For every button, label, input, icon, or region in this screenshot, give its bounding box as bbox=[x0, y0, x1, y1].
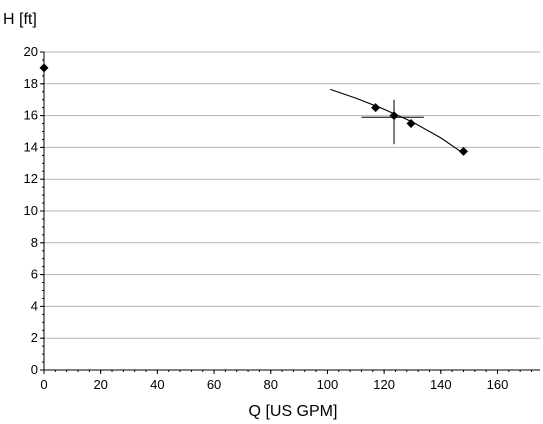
data-point bbox=[39, 63, 49, 73]
x-axis-label: Q [US GPM] bbox=[249, 403, 338, 420]
x-tick-label: 100 bbox=[317, 377, 339, 392]
y-tick-label: 10 bbox=[24, 203, 38, 218]
data-point bbox=[389, 111, 399, 121]
grid bbox=[44, 51, 540, 339]
x-tick-label: 140 bbox=[430, 377, 452, 392]
x-tick-label: 40 bbox=[150, 377, 164, 392]
x-tick-label: 0 bbox=[40, 377, 47, 392]
data-point bbox=[406, 119, 416, 129]
x-tick-label: 20 bbox=[93, 377, 107, 392]
x-tick-label: 60 bbox=[207, 377, 221, 392]
x-tick-label: 120 bbox=[373, 377, 395, 392]
x-tick-label: 160 bbox=[487, 377, 509, 392]
y-tick-label: 4 bbox=[31, 298, 38, 313]
y-tick-label: 0 bbox=[31, 362, 38, 377]
y-tick-label: 16 bbox=[24, 108, 38, 123]
y-tick-label: 18 bbox=[24, 76, 38, 91]
y-tick-label: 6 bbox=[31, 267, 38, 282]
y-axis-label: H [ft] bbox=[3, 11, 37, 28]
x-tick-label: 80 bbox=[264, 377, 278, 392]
y-tick-label: 8 bbox=[31, 235, 38, 250]
data-point bbox=[458, 146, 468, 156]
y-tick-label: 2 bbox=[31, 330, 38, 345]
y-tick-label: 14 bbox=[24, 139, 38, 154]
data-series bbox=[39, 63, 468, 156]
y-axis-ticks: 0 2 4 6 8 10 12 14 16 18 20 bbox=[24, 44, 44, 377]
fitted-curve bbox=[330, 88, 461, 152]
y-tick-label: 12 bbox=[24, 171, 38, 186]
data-point bbox=[371, 103, 381, 113]
x-axis-ticks: 0 20 40 60 80 100 120 140 160 bbox=[40, 370, 532, 392]
y-tick-label: 20 bbox=[24, 44, 38, 59]
